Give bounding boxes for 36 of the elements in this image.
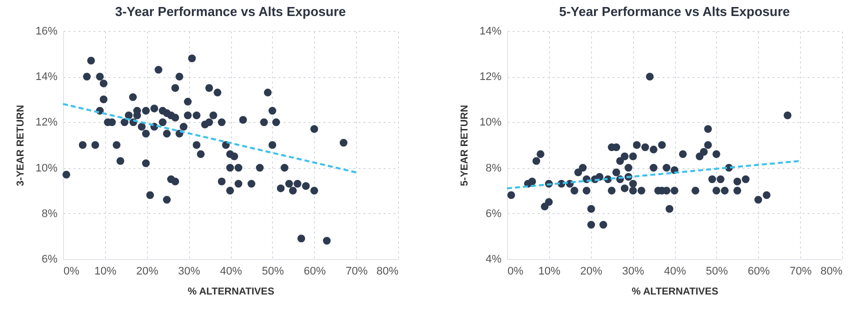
- x-tick-label: 50%: [706, 266, 728, 278]
- x-tick-label: 10%: [538, 266, 561, 278]
- y-tick-label: 10%: [479, 116, 502, 129]
- y-tick-label: 12%: [479, 71, 502, 84]
- y-axis-title: 3-YEAR RETURN: [15, 104, 26, 186]
- x-tick-label: 70%: [790, 266, 812, 278]
- y-tick-label: 14%: [35, 71, 58, 84]
- y-tick-label: 10%: [35, 162, 58, 174]
- x-tick-label: 50%: [262, 266, 284, 278]
- x-tick-label: 30%: [622, 266, 644, 278]
- x-tick-label: 80%: [820, 266, 843, 278]
- chart-title: 3-Year Performance vs Alts Exposure: [115, 4, 346, 19]
- y-tick-label: 16%: [35, 26, 58, 38]
- x-tick-label: 70%: [346, 266, 368, 278]
- y-tick-label: 8%: [486, 162, 502, 174]
- x-tick-label: 20%: [136, 266, 158, 278]
- x-tick-label: 40%: [664, 266, 686, 278]
- chart-title: 5-Year Performance vs Alts Exposure: [559, 4, 790, 19]
- x-axis-title: % ALTERNATIVES: [632, 286, 719, 298]
- x-tick-label: 60%: [304, 266, 326, 278]
- y-tick-label: 4%: [486, 254, 502, 266]
- y-tick-label: 6%: [42, 254, 58, 266]
- x-tick-label: 80%: [376, 266, 399, 278]
- x-axis-title: % ALTERNATIVES: [188, 286, 275, 298]
- y-tick-label: 8%: [42, 208, 58, 220]
- x-tick-label: 30%: [178, 266, 200, 278]
- y-axis-title: 5-YEAR RETURN: [459, 104, 470, 186]
- x-tick-label: 40%: [220, 266, 242, 278]
- x-tick-label: 60%: [748, 266, 770, 278]
- y-tick-label: 12%: [35, 116, 58, 129]
- y-tick-label: 6%: [486, 208, 502, 220]
- x-tick-label: 20%: [580, 266, 602, 278]
- y-tick-label: 14%: [479, 26, 502, 38]
- x-tick-label: 0%: [508, 266, 524, 278]
- x-tick-label: 10%: [94, 266, 117, 278]
- x-tick-label: 0%: [64, 266, 80, 278]
